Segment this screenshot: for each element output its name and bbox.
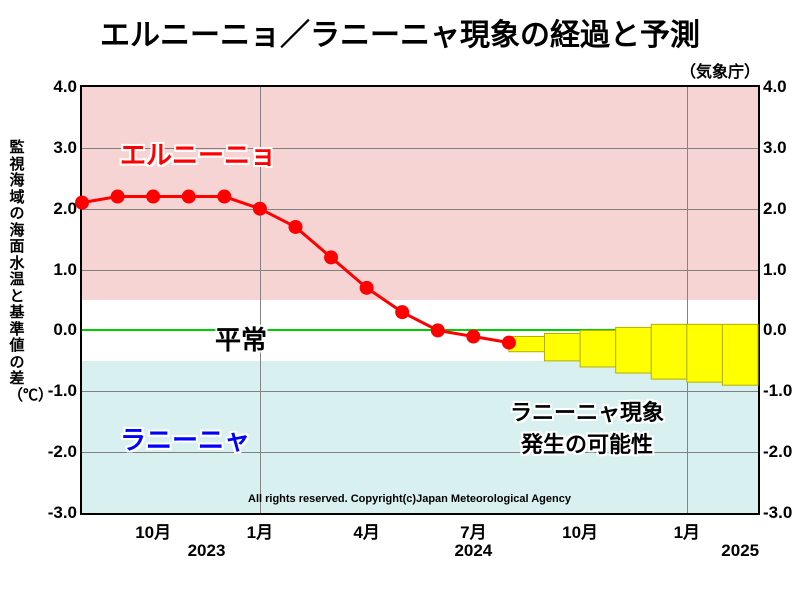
- copyright-text: All rights reserved. Copyright(c)Japan M…: [248, 493, 571, 505]
- ytick-left: -3.0: [37, 503, 77, 523]
- ytick-right: -3.0: [763, 503, 792, 523]
- chart-title: エルニーニョ／ラニーニャ現象の経過と予測: [0, 10, 800, 54]
- ytick-left: -1.0: [37, 381, 77, 401]
- observed-marker: [395, 305, 409, 319]
- observed-marker: [431, 323, 445, 337]
- forecast-bar: [651, 324, 687, 379]
- xtick-year: 2024: [454, 541, 492, 561]
- ytick-right: -2.0: [763, 442, 792, 462]
- forecast-bar: [580, 330, 616, 367]
- ytick-right: 2.0: [763, 199, 787, 219]
- ytick-left: 0.0: [37, 320, 77, 340]
- observed-marker: [182, 190, 196, 204]
- ytick-left: 4.0: [37, 77, 77, 97]
- forecast-bar: [722, 324, 758, 385]
- ytick-left: 2.0: [37, 199, 77, 219]
- ytick-left: 3.0: [37, 138, 77, 158]
- xtick-month: 10月: [562, 518, 598, 543]
- observed-marker: [253, 202, 267, 216]
- observed-marker: [324, 250, 338, 264]
- observed-marker: [146, 190, 160, 204]
- xtick-month: 4月: [353, 518, 379, 543]
- forecast-bar: [616, 327, 652, 373]
- annotation-elnino: エルニーニョ: [120, 135, 276, 172]
- observed-marker: [466, 330, 480, 344]
- xtick-month: 10月: [135, 518, 171, 543]
- xtick-year: 2023: [188, 541, 226, 561]
- ytick-right: 3.0: [763, 138, 787, 158]
- forecast-bar: [545, 333, 581, 360]
- forecast-bar: [687, 324, 723, 382]
- ytick-right: 1.0: [763, 260, 787, 280]
- observed-marker: [360, 281, 374, 295]
- ytick-right: -1.0: [763, 381, 792, 401]
- observed-marker: [217, 190, 231, 204]
- observed-marker: [111, 190, 125, 204]
- xtick-month: 1月: [674, 518, 700, 543]
- observed-line: [82, 197, 509, 343]
- xtick-month: 1月: [247, 518, 273, 543]
- chart-subtitle: （気象庁）: [680, 58, 760, 82]
- observed-marker: [288, 220, 302, 234]
- annotation-normal: 平常: [215, 320, 267, 357]
- ytick-left: -2.0: [37, 442, 77, 462]
- annotation-lanina: ラニーニャ: [120, 420, 250, 457]
- xtick-month: 7月: [460, 518, 486, 543]
- observed-marker: [75, 196, 89, 210]
- ytick-right: 4.0: [763, 77, 787, 97]
- annotation-possibility: ラニーニャ現象 発生の可能性: [510, 395, 664, 459]
- ytick-right: 0.0: [763, 320, 787, 340]
- observed-marker: [502, 336, 516, 350]
- xtick-year: 2025: [721, 541, 759, 561]
- y-axis-label: 監視海域の海面水温と基準値の差（℃）: [8, 140, 26, 404]
- ytick-left: 1.0: [37, 260, 77, 280]
- chart-container: エルニーニョ／ラニーニャ現象の経過と予測 （気象庁） 監視海域の海面水温と基準値…: [0, 0, 800, 600]
